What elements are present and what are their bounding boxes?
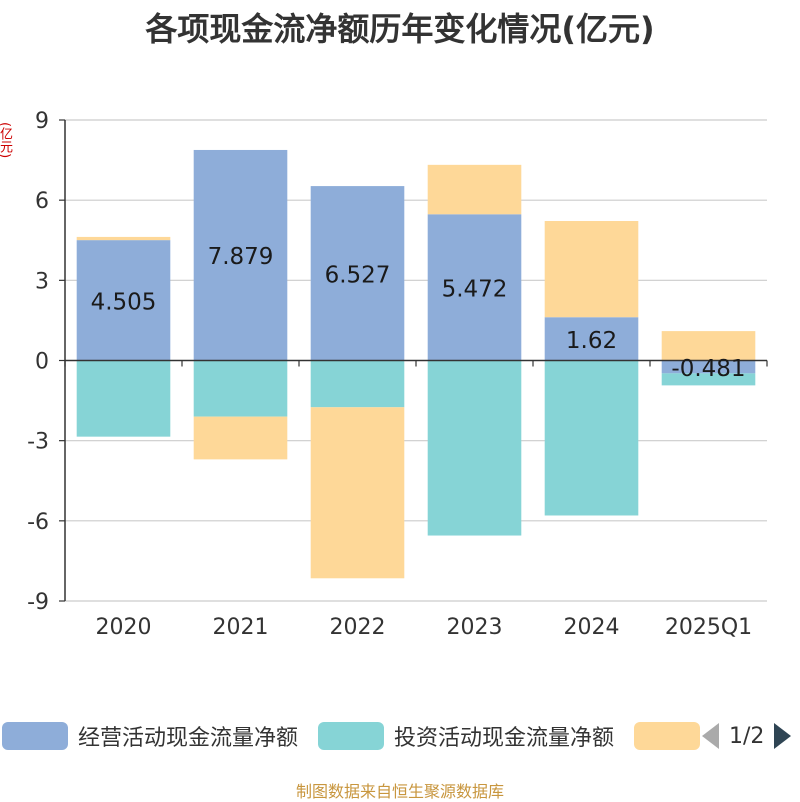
bar-segment-1-2020[interactable] [76,240,171,361]
y-tick-label: -3 [27,430,49,455]
x-tick-label-2025Q1: 2025Q1 [665,615,752,640]
data-label-2023: 5.472 [442,276,508,302]
legend-page-indicator: 1/2 [729,723,765,749]
data-label-2020: 4.505 [91,289,157,315]
bar-segment-3-2024[interactable] [544,221,639,318]
y-tick-label: -6 [27,510,49,535]
bar-segment-3-2025Q1[interactable] [661,331,756,361]
x-tick-label-2020: 2020 [96,615,152,640]
y-tick-label: -9 [27,590,49,615]
bar-segment-3-2023[interactable] [427,164,522,215]
bar-segment-1-2023[interactable] [427,214,522,361]
y-tick-label: 0 [35,350,49,375]
x-tick-label-2022: 2022 [330,615,386,640]
bar-segment-1-2022[interactable] [310,186,405,361]
bar-segment-3-2021[interactable] [193,416,288,460]
data-label-2022: 6.527 [325,262,391,288]
next-page-icon[interactable] [774,723,792,749]
y-tick-label: 3 [35,269,49,294]
bar-segment-2-2024[interactable] [544,360,639,516]
legend: 经营活动现金流量净额 投资活动现金流量净额 1/2 [0,716,800,756]
y-tick-label: 9 [35,109,49,134]
bar-segment-1-2021[interactable] [193,149,288,361]
legend-item-third[interactable] [634,722,710,750]
data-source-footer: 制图数据来自恒生聚源数据库 [295,782,504,801]
data-label-2024: 1.62 [566,328,617,354]
bar-segment-3-2020[interactable] [76,236,171,241]
chart-title: 各项现金流净额历年变化情况(亿元) [145,10,655,48]
x-tick-label-2024: 2024 [564,615,620,640]
legend-item-operating[interactable]: 经营活动现金流量净额 [2,720,298,752]
legend-item-investing[interactable]: 投资活动现金流量净额 [318,720,614,752]
data-label-2021: 7.879 [208,244,274,270]
bar-segment-2-2021[interactable] [193,360,288,417]
data-label-2025Q1: -0.481 [671,356,745,382]
bar-chart: 9 6 3 0 -3 -6 -9 2020 2021 2022 2023 2024 2025Q1 4.5… [27,109,768,640]
legend-swatch-third [634,722,701,750]
x-tick-label-2023: 2023 [447,615,503,640]
x-tick-label-2021: 2021 [213,615,269,640]
y-tick-label: 6 [35,189,49,214]
legend-swatch-investing [318,722,385,750]
bar-segment-2-2025Q1[interactable] [661,373,756,386]
legend-label-operating: 经营活动现金流量净额 [78,726,299,751]
previous-page-icon[interactable] [702,723,719,749]
bar-segment-2-2023[interactable] [427,360,522,536]
legend-label-investing: 投资活动现金流量净额 [394,726,615,751]
bar-segment-2-2020[interactable] [76,360,171,437]
legend-swatch-operating [2,722,68,750]
bar-segment-1-2025Q1[interactable] [661,360,756,374]
bar-segment-1-2024[interactable] [544,317,639,361]
bar-segment-3-2022[interactable] [310,407,405,579]
legend-pager: 1/2 [702,716,792,756]
y-axis-unit-label: (亿元) [0,122,12,159]
bar-segment-2-2022[interactable] [310,360,405,408]
